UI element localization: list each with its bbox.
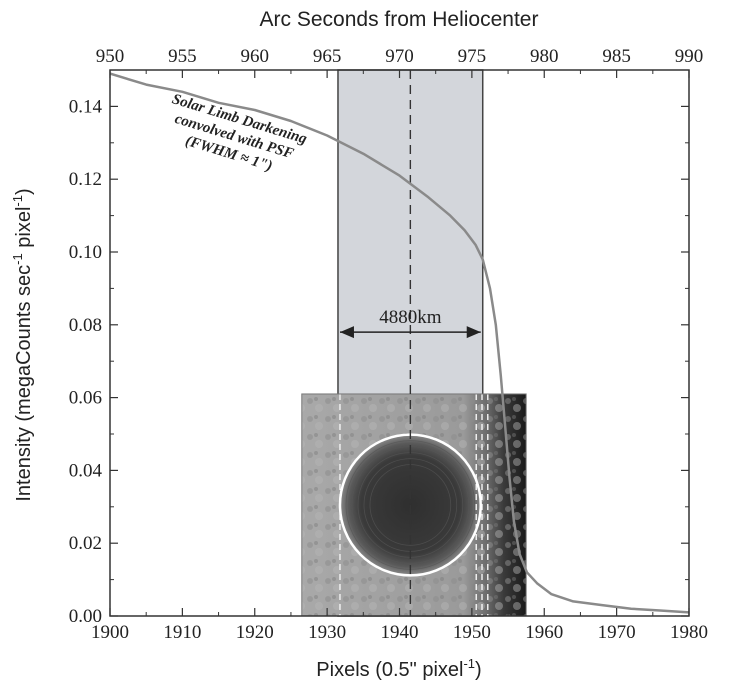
y-tick-label: 0.00 xyxy=(69,606,102,627)
overlay-layer xyxy=(339,70,481,616)
x-tick-label: 1910 xyxy=(163,622,201,643)
y-tick-label: 0.10 xyxy=(69,242,102,263)
y-tick-label: 0.02 xyxy=(69,533,102,554)
ticks-layer: 1900 1910 1920 1930 1940 1950 1960 1970 1980 950 9… xyxy=(69,46,708,643)
limb-annotation: Solar Limb Darkening convolved with PSF … xyxy=(170,91,309,174)
top-tick-label: 955 xyxy=(168,46,197,67)
y-tick-label: 0.14 xyxy=(69,96,103,117)
top-tick-label: 980 xyxy=(530,46,559,67)
x-tick-label: 1950 xyxy=(453,622,491,643)
top-tick-label: 965 xyxy=(313,46,342,67)
span-arrow-head-right xyxy=(466,326,481,339)
inset-image-layer xyxy=(301,393,527,617)
span-label: 4880km xyxy=(379,307,442,328)
x-tick-label: 1970 xyxy=(598,622,636,643)
curve-layer xyxy=(110,72,689,614)
x-tick-label: 1900 xyxy=(91,622,129,643)
span-arrow-head-left xyxy=(339,326,354,339)
top-tick-label: 950 xyxy=(96,46,125,67)
top-tick-label: 975 xyxy=(458,46,487,67)
y-tick-label: 0.06 xyxy=(69,388,102,409)
y-axis-label: Intensity (megaCounts sec-1 pixel-1) xyxy=(10,188,35,501)
y-tick-label: 0.08 xyxy=(69,315,102,336)
limb-darkening-curve xyxy=(110,72,689,614)
x-tick-label: 1980 xyxy=(670,622,708,643)
inset-disk xyxy=(339,434,481,576)
top-tick-label: 960 xyxy=(241,46,270,67)
x-tick-label: 1920 xyxy=(236,622,274,643)
x-tick-label: 1940 xyxy=(381,622,419,643)
y-tick-label: 0.12 xyxy=(69,169,102,190)
top-tick-label: 970 xyxy=(385,46,414,67)
top-tick-label: 990 xyxy=(675,46,704,67)
y-tick-label: 0.04 xyxy=(69,460,103,481)
x-tick-label: 1960 xyxy=(525,622,563,643)
x-tick-label: 1930 xyxy=(308,622,346,643)
top-axis-label: Arc Seconds from Heliocenter xyxy=(260,8,539,31)
top-tick-label: 985 xyxy=(602,46,631,67)
x-axis-label: Pixels (0.5" pixel-1) xyxy=(316,656,481,681)
